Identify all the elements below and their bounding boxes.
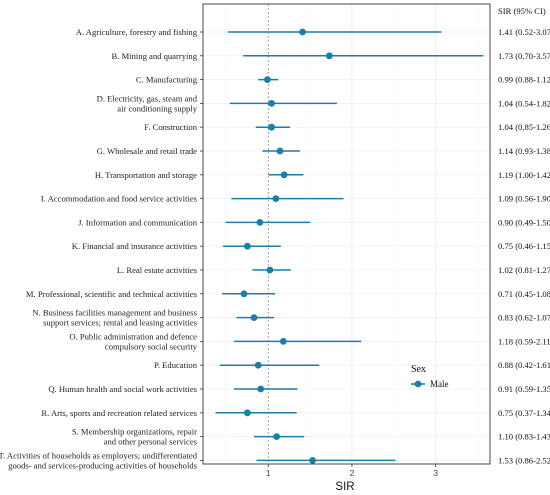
x-axis-ticks: 1 2 3 (266, 464, 438, 478)
category-label: compulsory social security (105, 341, 198, 351)
x-tick-label: 2 (350, 468, 355, 478)
ci-column: 1.41 (0.52-3.07) 1.73 (0.70-3.57) 0.99 (0.… (498, 27, 550, 465)
ci-value: 1.73 (0.70-3.57) (498, 51, 550, 61)
point-estimate (325, 52, 333, 60)
legend-key-point (414, 380, 422, 388)
ci-value: 1.14 (0.93-1.38) (498, 146, 550, 156)
point-estimate (250, 314, 258, 321)
category-label: and other personal services (104, 437, 198, 447)
category-label: support services; rental and leasing act… (43, 318, 198, 328)
category-label: N. Business facilities management and bu… (32, 308, 197, 318)
point-estimate (243, 409, 251, 417)
category-label: O. Public administration and defence (69, 331, 197, 341)
category-label: T. Activities of households as employers… (0, 450, 198, 460)
category-label: S. Membership organizations, repair (72, 427, 197, 437)
ci-value: 1.04 (0.54-1.82) (498, 98, 550, 108)
ci-value: 1.19 (1.00-1.42) (498, 170, 550, 180)
ci-value: 0.71 (0.45-1.08) (498, 289, 550, 299)
series-male (215, 28, 484, 464)
ci-value: 1.09 (0.56-1.90) (498, 194, 550, 204)
ci-value: 1.41 (0.52-3.07) (498, 27, 550, 37)
legend: Sex Male (411, 364, 449, 389)
point-estimate (268, 123, 276, 131)
category-label: Q. Human health and social work activiti… (48, 384, 197, 394)
category-label: C. Manufacturing (136, 75, 198, 85)
point-estimate (240, 290, 248, 298)
point-estimate (256, 219, 264, 226)
x-tick-label: 1 (266, 468, 271, 478)
ci-column-header: SIR (95% CI) (498, 6, 546, 16)
ci-value: 0.99 (0.88-1.12) (498, 75, 550, 85)
point-estimate (257, 385, 265, 393)
x-tick-label: 3 (433, 468, 438, 478)
point-estimate (266, 266, 274, 274)
point-estimate (280, 171, 288, 179)
category-label: M. Professional, scientific and technica… (26, 289, 198, 299)
category-label: A. Agriculture, forestry and fishing (76, 27, 198, 37)
category-label: B. Mining and quarrying (112, 51, 198, 61)
category-label: air conditioning supply (117, 103, 197, 113)
category-label: J. Information and communication (78, 217, 198, 227)
legend-item-male: Male (430, 379, 449, 389)
category-label: R. Arts, sports and recreation related s… (41, 408, 197, 418)
category-label: goods- and services-producing activities… (8, 460, 197, 470)
point-estimate (299, 28, 306, 36)
point-estimate (254, 361, 262, 369)
ci-value: 1.04 (0.85-1.26) (498, 122, 550, 132)
ci-value: 0.75 (0.37-1.34) (498, 408, 550, 418)
point-estimate (276, 147, 284, 155)
ci-value: 1.02 (0.81-1.27) (498, 265, 550, 275)
category-label: K. Financial and insurance activities (72, 241, 198, 251)
ci-value: 1.53 (0.86-2.52) (498, 455, 550, 465)
category-labels: A. Agriculture, forestry and fishing B. M… (0, 27, 203, 470)
point-estimate (309, 457, 317, 464)
ci-value: 0.90 (0.49-1.50) (498, 217, 550, 227)
point-estimate (268, 100, 276, 107)
category-label: I. Accommodation and food service activi… (41, 194, 198, 204)
category-label: F. Construction (144, 122, 197, 132)
category-label: G. Wholesale and retail trade (97, 146, 197, 156)
ci-value: 0.75 (0.46-1.15) (498, 241, 550, 251)
point-estimate (272, 195, 280, 203)
x-axis-label: SIR (335, 481, 354, 493)
point-estimate (243, 242, 251, 250)
grid-lines (203, 4, 490, 464)
ci-value: 0.91 (0.59-1.35) (498, 384, 550, 394)
category-label: P. Education (154, 360, 198, 370)
legend-title: Sex (411, 364, 426, 375)
point-estimate (279, 338, 287, 345)
plot-panel-border (202, 3, 491, 465)
point-estimate (273, 433, 281, 440)
category-label: H. Transportation and storage (95, 170, 197, 180)
ci-value: 0.88 (0.42-1.61) (498, 360, 550, 370)
point-estimate (264, 76, 271, 83)
category-label: L. Real estate activities (117, 265, 198, 275)
ci-value: 0.83 (0.62-1.07) (498, 313, 550, 323)
ci-value: 1.18 (0.59-2.11) (498, 336, 550, 346)
ci-value: 1.10 (0.83-1.43) (498, 432, 550, 442)
category-label: D. Electricity, gas, steam and (97, 93, 198, 103)
